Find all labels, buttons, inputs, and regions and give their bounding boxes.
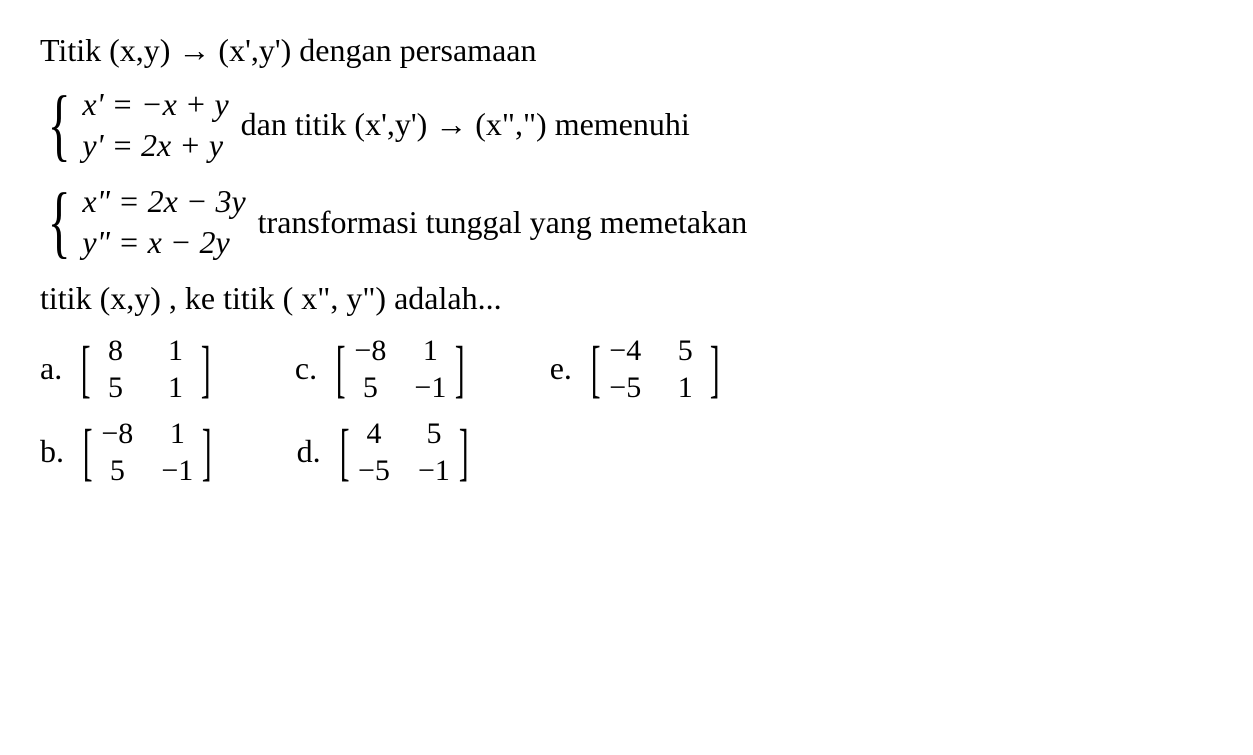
system-2-eq2: y" = x − 2y [82, 222, 245, 264]
matrix-cell: −5 [609, 369, 641, 407]
option-e-label: e. [550, 348, 572, 390]
matrix-cell: 1 [669, 369, 701, 407]
system-1-after-text: dan titik (x',y') → (x",") memenuhi [241, 104, 690, 146]
matrix-cell: 1 [414, 332, 446, 370]
option-a: a. [ 8 1 5 1 ] [40, 332, 215, 407]
problem-line-4: titik (x,y) , ke titik ( x", y") adalah.… [40, 278, 1213, 320]
matrix-cell: 1 [160, 332, 192, 370]
left-bracket-icon: [ [336, 343, 346, 396]
option-b-label: b. [40, 431, 64, 473]
matrix-cell: −8 [101, 415, 133, 453]
brace-icon: { [48, 95, 71, 155]
left-bracket-icon: [ [81, 343, 91, 396]
system-1-eq1: x' = −x + y [82, 84, 228, 126]
matrix-cell: −1 [414, 369, 446, 407]
option-e-matrix: [ −4 5 −5 1 ] [586, 332, 725, 407]
options-row-2: b. [ −8 1 5 −1 ] d. [ 4 5 [40, 415, 1213, 490]
matrix-cell: −1 [418, 452, 450, 490]
matrix-cell: −5 [358, 452, 390, 490]
option-c: c. [ −8 1 5 −1 ] [295, 332, 470, 407]
matrix-cell: 5 [100, 369, 132, 407]
problem-line-1: Titik (x,y) → (x',y') dengan persamaan [40, 30, 1213, 72]
matrix-cell: 4 [358, 415, 390, 453]
option-a-label: a. [40, 348, 62, 390]
right-bracket-icon: ] [202, 426, 212, 479]
left-bracket-icon: [ [83, 426, 93, 479]
matrix-cell: 8 [100, 332, 132, 370]
option-c-label: c. [295, 348, 317, 390]
system-1-row: { x' = −x + y y' = 2x + y dan titik (x',… [40, 84, 1213, 167]
system-2-eq1: x" = 2x − 3y [82, 181, 245, 223]
system-1-eq2: y' = 2x + y [82, 125, 228, 167]
matrix-cell: 5 [354, 369, 386, 407]
option-b-matrix: [ −8 1 5 −1 ] [78, 415, 217, 490]
system-2-row: { x" = 2x − 3y y" = x − 2y transformasi … [40, 181, 1213, 264]
matrix-cell: −8 [354, 332, 386, 370]
left-bracket-icon: [ [339, 426, 349, 479]
right-bracket-icon: ] [710, 343, 720, 396]
matrix-cell: 5 [669, 332, 701, 370]
brace-icon: { [48, 192, 71, 252]
option-d: d. [ 4 5 −5 −1 ] [297, 415, 474, 490]
options-row-1: a. [ 8 1 5 1 ] c. [ −8 1 [40, 332, 1213, 407]
option-d-matrix: [ 4 5 −5 −1 ] [335, 415, 474, 490]
right-bracket-icon: ] [455, 343, 465, 396]
system-2-after-text: transformasi tunggal yang memetakan [258, 202, 748, 244]
option-d-label: d. [297, 431, 321, 473]
right-bracket-icon: ] [200, 343, 210, 396]
matrix-cell: 5 [418, 415, 450, 453]
option-a-matrix: [ 8 1 5 1 ] [76, 332, 215, 407]
matrix-cell: 1 [160, 369, 192, 407]
system-2-equations: x" = 2x − 3y y" = x − 2y [82, 181, 245, 264]
option-e: e. [ −4 5 −5 1 ] [550, 332, 725, 407]
matrix-cell: 5 [101, 452, 133, 490]
system-1-equations: x' = −x + y y' = 2x + y [82, 84, 228, 167]
matrix-cell: 1 [161, 415, 193, 453]
matrix-cell: −4 [609, 332, 641, 370]
left-bracket-icon: [ [591, 343, 601, 396]
option-c-matrix: [ −8 1 5 −1 ] [331, 332, 470, 407]
matrix-cell: −1 [161, 452, 193, 490]
right-bracket-icon: ] [459, 426, 469, 479]
option-b: b. [ −8 1 5 −1 ] [40, 415, 217, 490]
